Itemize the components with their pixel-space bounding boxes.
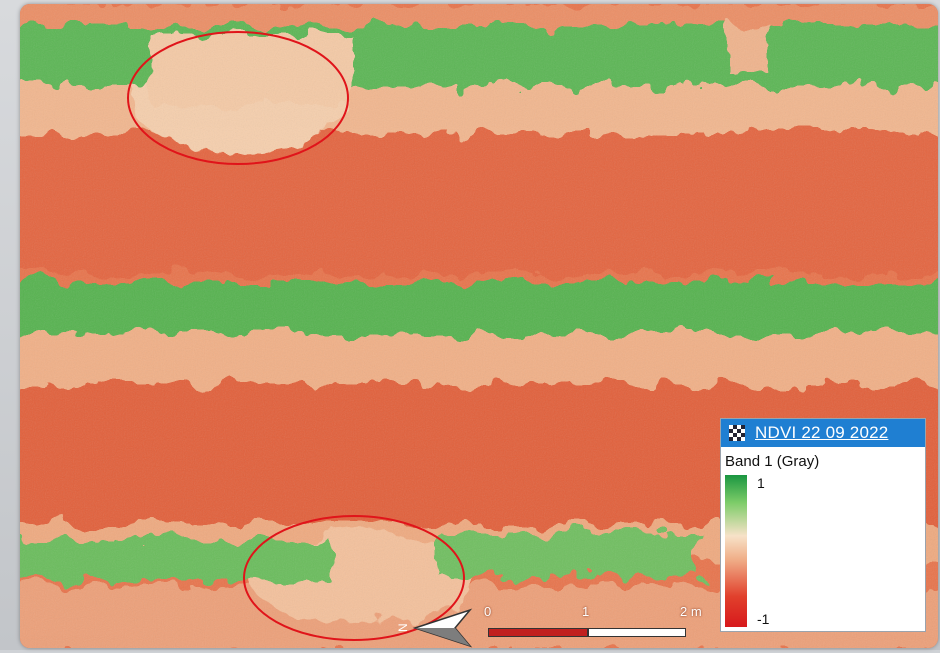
color-ramp: [725, 475, 747, 627]
north-arrow-icon: N: [396, 608, 473, 648]
highlight-ellipse-bottom: [243, 515, 465, 641]
ramp-max-label: 1: [757, 475, 765, 491]
north-label: N: [396, 623, 410, 632]
highlight-ellipse-top: [127, 31, 349, 165]
ndvi-raster: [20, 4, 938, 648]
scale-bar: 0 1 2 m: [484, 604, 726, 644]
legend-band-label: Band 1 (Gray): [725, 453, 820, 470]
legend-layer-name[interactable]: NDVI 22 09 2022: [755, 423, 889, 442]
ramp-min-label: -1: [757, 611, 770, 627]
scale-segment-white: [588, 628, 686, 637]
scale-segment-red: [488, 628, 588, 637]
scale-label-0: 0: [484, 604, 492, 619]
ndvi-map-canvas[interactable]: [20, 4, 938, 648]
map-legend: NDVI 22 09 2022 Band 1 (Gray) 1 -1: [720, 418, 926, 632]
scale-label-1: 1: [582, 604, 590, 619]
scale-label-2: 2 m: [680, 604, 702, 619]
legend-header[interactable]: NDVI 22 09 2022: [721, 419, 925, 447]
north-arrow: N: [395, 608, 485, 648]
raster-layer-icon: [729, 425, 745, 441]
